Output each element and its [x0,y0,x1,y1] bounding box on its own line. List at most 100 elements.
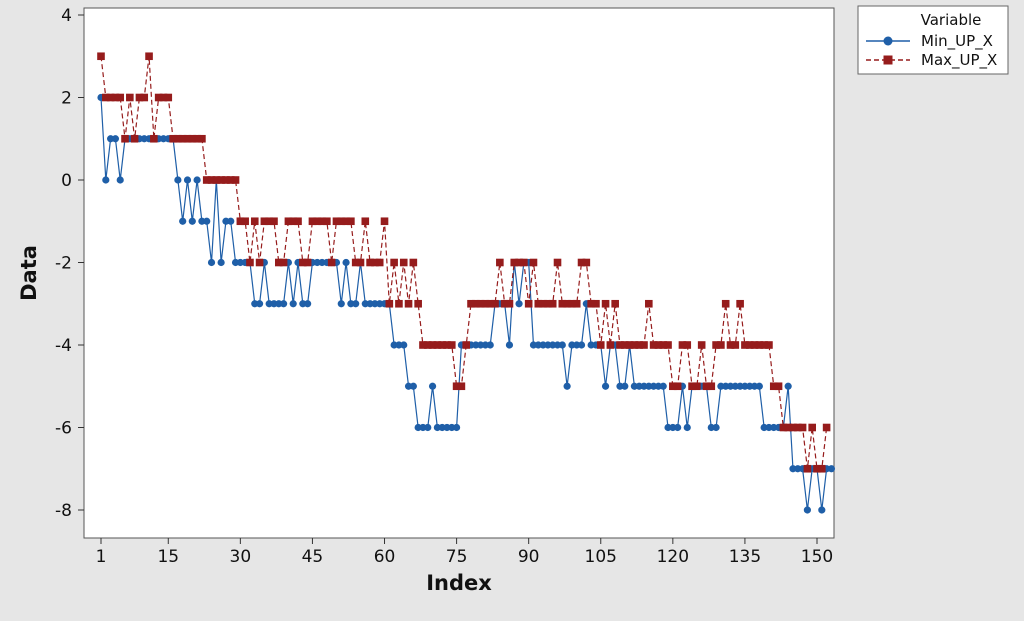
y-tick-label: -6 [55,419,72,439]
legend-entry-max-up-x: Max_UP_X [866,51,997,70]
data-point [813,464,821,473]
data-point [736,299,744,308]
data-point [241,217,249,226]
data-point [409,382,417,390]
data-point [601,382,610,390]
data-point [789,423,797,432]
data-point [457,382,466,391]
data-point [515,258,523,267]
data-point [212,176,221,184]
data-point [318,217,326,226]
data-point [356,258,365,267]
data-point [649,341,658,349]
x-tick-label: 105 [585,547,617,567]
data-point [183,134,192,143]
data-point [217,258,225,267]
data-point [818,506,826,514]
data-point [178,134,187,143]
data-point [452,382,461,391]
data-point [601,299,610,308]
data-point [428,382,437,390]
data-point [409,258,418,267]
data-point [193,134,201,143]
data-point [111,93,120,102]
data-point [308,217,317,226]
data-point [414,299,422,308]
y-axis-title: Data [17,245,41,301]
x-tick-label: 135 [729,547,761,567]
data-point [529,258,538,267]
x-tick-label: 60 [374,547,396,567]
data-point [97,52,105,61]
data-point [741,341,749,349]
data-point [303,258,312,267]
data-point [154,93,163,102]
data-point [385,299,394,308]
data-point [712,341,720,349]
data-point [366,258,374,267]
data-point [111,135,120,143]
data-point [121,134,129,143]
data-point [558,341,566,349]
data-point [505,341,514,349]
data-point [572,299,581,308]
data-point [207,258,216,267]
data-point [164,93,173,102]
data-point [294,217,302,226]
data-point [304,300,312,308]
data-point [702,382,711,391]
data-point [486,341,494,349]
data-point [299,258,307,267]
data-point [145,52,153,61]
data-point [332,217,341,226]
data-point [611,299,619,308]
y-tick-label: 4 [61,6,72,26]
series-points-max-up-x [97,52,831,473]
data-point [375,258,384,267]
data-point [130,134,139,143]
data-point [558,299,567,308]
data-point [265,217,273,226]
y-tick-label: -4 [55,336,72,356]
data-point [577,258,586,267]
data-point [351,258,360,267]
data-point [491,299,499,308]
data-point [337,217,346,226]
data-point [313,217,322,226]
data-point [621,382,629,390]
x-tick-label: 90 [518,547,540,567]
legend-entry-min-up-x: Min_UP_X [866,32,993,51]
data-point [188,134,197,143]
y-tick-label: -8 [55,501,72,521]
data-point [246,258,254,267]
legend-swatch-marker-max-up-x [883,55,893,65]
data-point [342,258,350,267]
data-point [818,464,826,473]
data-point [260,217,269,226]
data-point [731,341,740,349]
data-point [289,217,298,226]
data-point [688,382,696,391]
data-point [284,217,293,226]
data-point [755,382,763,390]
data-point [352,300,360,308]
data-point [577,341,586,349]
data-point [750,341,759,349]
data-point [683,423,691,432]
data-point [568,299,576,308]
data-point [361,217,370,226]
data-point [274,258,283,267]
data-point [289,300,297,308]
data-point [135,93,144,102]
data-point [707,382,716,391]
data-point [510,258,519,267]
data-point [231,176,240,184]
data-point [544,299,552,308]
data-point [472,299,480,308]
data-point [645,299,653,308]
legend-label-max-up-x: Max_UP_X [921,51,997,70]
data-point [640,341,648,349]
data-point [765,341,773,349]
data-point [548,299,557,308]
